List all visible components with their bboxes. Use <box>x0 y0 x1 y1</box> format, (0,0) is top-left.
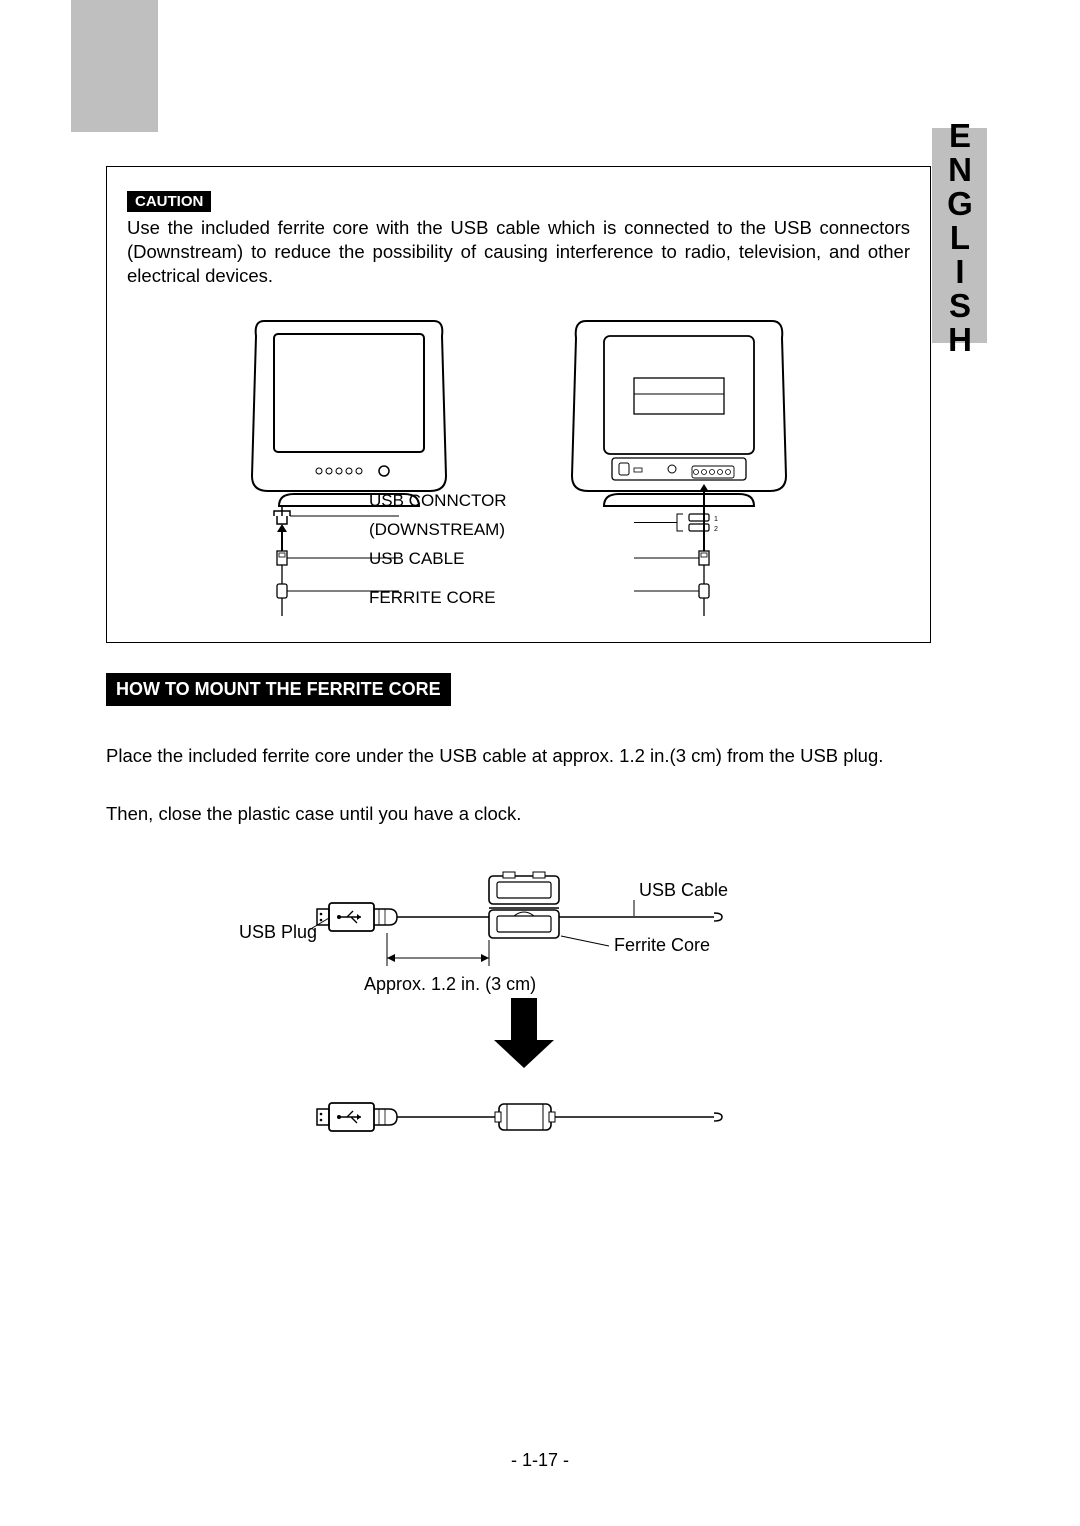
page-content: CAUTION Use the included ferrite core wi… <box>106 166 931 1168</box>
section-para-1: Place the included ferrite core under th… <box>106 742 931 770</box>
ferrite-label-distance: Approx. 1.2 in. (3 cm) <box>364 974 536 994</box>
svg-text:1: 1 <box>714 516 718 523</box>
section-para-2: Then, close the plastic case until you h… <box>106 800 931 828</box>
label-usb-connector: USB CONNCTOR <box>369 487 507 516</box>
caution-box: CAUTION Use the included ferrite core wi… <box>106 166 931 643</box>
section-header: HOW TO MOUNT THE FERRITE CORE <box>106 673 451 706</box>
ferrite-mount-diagram: USB Plug USB Cable Ferrite Core Approx. … <box>106 858 931 1168</box>
label-downstream: (DOWNSTREAM) <box>369 516 507 545</box>
monitor-diagrams: 1 2 <box>127 316 910 616</box>
page-number: - 1-17 - <box>0 1450 1080 1471</box>
language-tab: ENGLISH <box>932 128 987 343</box>
ferrite-label-usb-cable: USB Cable <box>639 880 728 900</box>
section-body: Place the included ferrite core under th… <box>106 742 931 1168</box>
language-label: ENGLISH <box>941 117 979 355</box>
diagram-center-labels: USB CONNCTOR (DOWNSTREAM) USB CABLE FERR… <box>369 487 507 613</box>
caution-text: Use the included ferrite core with the U… <box>127 216 910 288</box>
ferrite-label-usb-plug: USB Plug <box>239 922 317 942</box>
label-usb-cable: USB CABLE <box>369 545 507 574</box>
caution-label: CAUTION <box>127 191 211 212</box>
svg-text:2: 2 <box>714 526 718 533</box>
label-ferrite-core: FERRITE CORE <box>369 584 507 613</box>
monitor-back-diagram: 1 2 <box>564 316 794 616</box>
header-gray-block <box>71 0 158 132</box>
ferrite-label-ferrite-core: Ferrite Core <box>614 935 710 955</box>
